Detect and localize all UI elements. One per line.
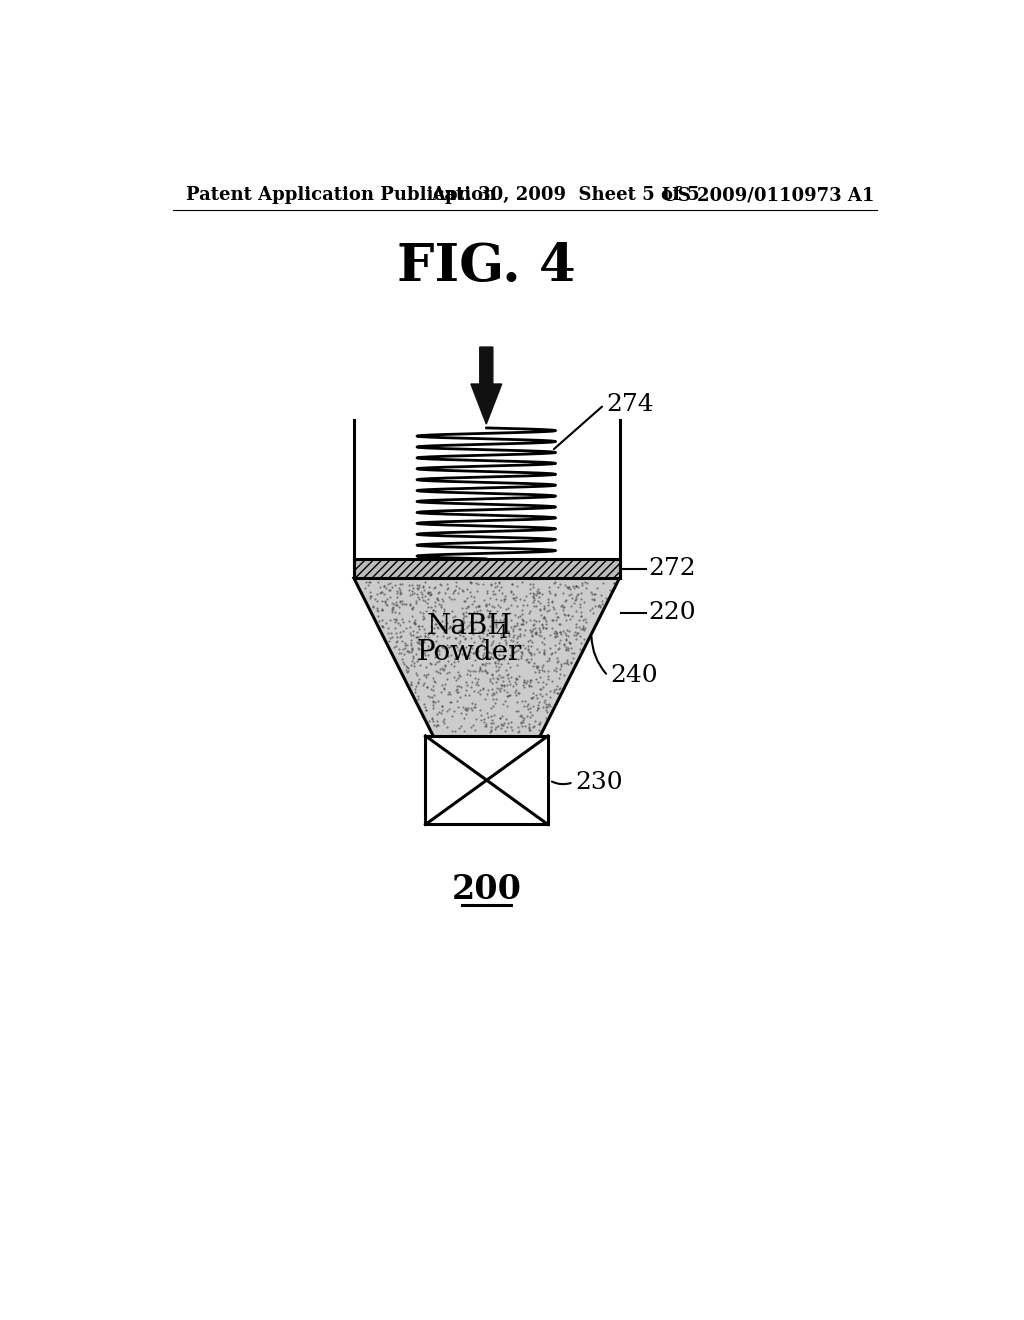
Text: 240: 240 — [610, 664, 657, 688]
Text: 230: 230 — [575, 771, 624, 793]
Bar — [425, 737, 548, 825]
Text: 200: 200 — [452, 874, 521, 907]
Text: NaBH: NaBH — [427, 612, 512, 640]
Bar — [354, 558, 620, 578]
Text: US 2009/0110973 A1: US 2009/0110973 A1 — [662, 186, 874, 205]
Text: Apr. 30, 2009  Sheet 5 of 5: Apr. 30, 2009 Sheet 5 of 5 — [431, 186, 699, 205]
Text: 4: 4 — [496, 624, 508, 642]
Text: Powder: Powder — [417, 639, 522, 667]
Text: 220: 220 — [649, 601, 696, 624]
Text: Patent Application Publication: Patent Application Publication — [186, 186, 497, 205]
Text: FIG. 4: FIG. 4 — [397, 240, 575, 292]
FancyArrow shape — [471, 347, 502, 424]
Text: 274: 274 — [606, 393, 654, 416]
Text: 272: 272 — [649, 557, 696, 581]
Polygon shape — [354, 578, 620, 737]
